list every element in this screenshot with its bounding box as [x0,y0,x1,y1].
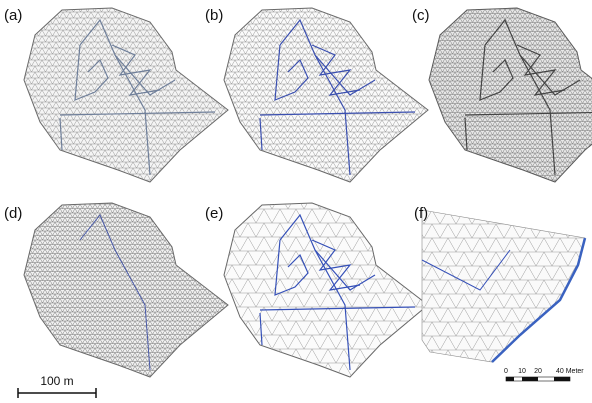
panel-d [23,202,229,378]
scale-tick: 40 Meter [556,368,584,375]
scale-tick: 0 [504,368,508,375]
panel-e [223,202,429,378]
panel-label: (e) [205,205,223,222]
panel-c [428,7,592,183]
panel-f [421,209,587,363]
panel-label: (a) [4,7,22,24]
scale-tick: 10 [518,368,526,375]
panel-label: (b) [205,7,223,24]
panel-label: (d) [4,205,22,222]
scale-label: 100 m [40,374,73,388]
scale-tick: 20 [534,368,542,375]
inset-scale: 0 10 20 40 Meter [504,368,584,382]
panel-b [223,7,429,183]
scale-bar: 100 m [17,374,97,398]
panel-a [23,7,229,183]
panel-label: (c) [412,7,430,24]
panel-label: (f) [414,205,428,222]
